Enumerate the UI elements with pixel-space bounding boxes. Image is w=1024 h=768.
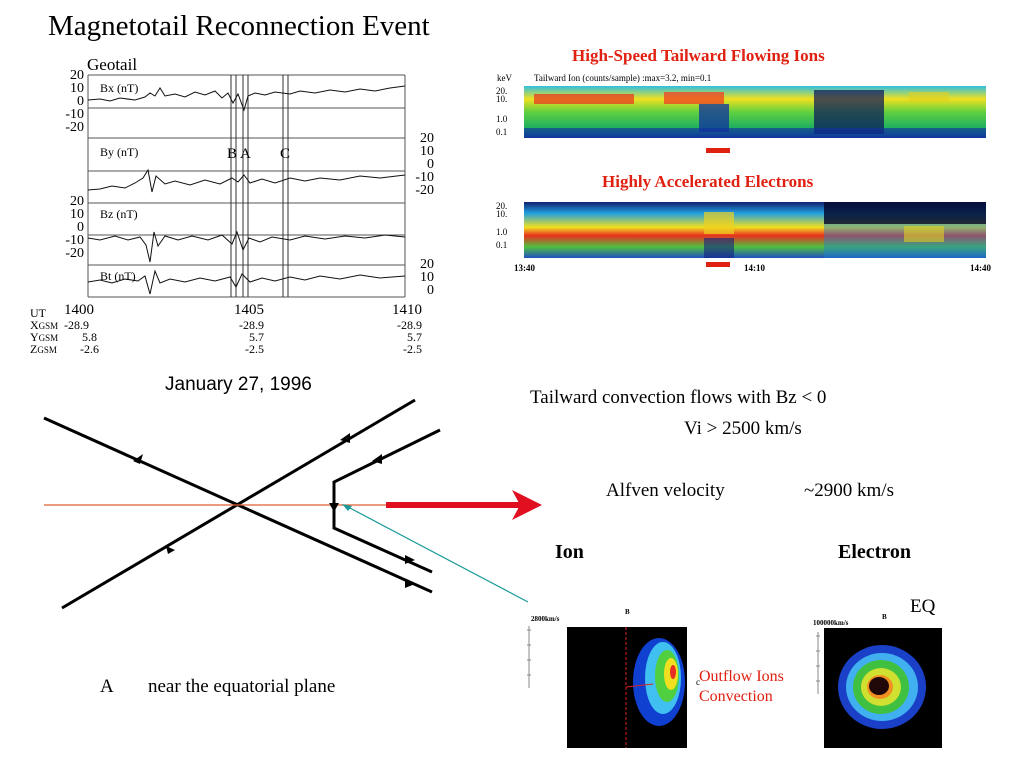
tick: -20 bbox=[65, 246, 84, 261]
marker-a: A bbox=[240, 146, 251, 162]
electron-heading: Electron bbox=[838, 541, 911, 563]
bz-axis-ticks: 20 10 0 -10 -20 bbox=[30, 194, 84, 261]
ion-distribution bbox=[527, 626, 687, 748]
tick: 20 bbox=[70, 68, 84, 83]
event-date: January 27, 1996 bbox=[165, 374, 312, 395]
ions-spectrogram bbox=[524, 86, 986, 138]
spacecraft-label: Geotail bbox=[87, 55, 138, 74]
ephemeris-label-x: XGSM bbox=[30, 318, 59, 332]
ions-event-bar bbox=[706, 148, 730, 153]
tick: -10 bbox=[65, 233, 84, 248]
marker-c: C bbox=[280, 146, 291, 162]
ion-velocity-text: Vi > 2500 km/s bbox=[684, 418, 802, 439]
outflow-ions-label: Outflow Ions bbox=[699, 668, 784, 685]
ions-caption: Tailward Ion (counts/sample) :max=3.2, m… bbox=[534, 73, 712, 83]
bx-axis-ticks: 20 10 0 -10 -20 bbox=[30, 68, 84, 135]
ephemeris-col-1405: 1405 -28.9 5.7 -2.5 bbox=[234, 302, 264, 356]
by-axis-ticks: 20 10 0 -10 -20 bbox=[402, 131, 434, 198]
electrons-y-ticks: 20. 10. 1.0 0.1 bbox=[496, 201, 508, 250]
panel-label-bz: Bz (nT) bbox=[100, 207, 138, 221]
annotation-mark: c bbox=[696, 677, 700, 687]
tick: 20 bbox=[70, 194, 84, 209]
outflow-annotation: Outflow Ions Convection bbox=[699, 667, 784, 707]
tick: -10 bbox=[65, 107, 84, 122]
ephemeris-label-ut: UT bbox=[30, 306, 46, 320]
ion-scale: 2800km/s bbox=[531, 615, 560, 623]
bt-axis-ticks: 20 10 0 bbox=[402, 257, 434, 298]
alfven-value: ~2900 km/s bbox=[804, 480, 894, 501]
electron-distribution bbox=[816, 628, 942, 748]
ions-y-ticks: 20. 10. 1.0 0.1 bbox=[496, 86, 508, 137]
tick: 10 bbox=[420, 144, 434, 159]
panel-label-by: By (nT) bbox=[100, 145, 139, 159]
electrons-heading: Highly Accelerated Electrons bbox=[602, 172, 814, 191]
ephemeris-label-z: ZGSM bbox=[30, 342, 57, 356]
ephemeris-col-1410: 1410 -28.9 5.7 -2.5 bbox=[392, 302, 422, 356]
tick: 10 bbox=[420, 270, 434, 285]
page-title: Magnetotail Reconnection Event bbox=[48, 10, 430, 42]
ephemeris-label-y: YGSM bbox=[30, 330, 59, 344]
alfven-label: Alfven velocity bbox=[606, 480, 725, 501]
tick: 20 bbox=[420, 257, 434, 272]
ions-heading: High-Speed Tailward Flowing Ions bbox=[572, 46, 825, 65]
electrons-event-bar bbox=[706, 262, 730, 267]
convection-text: Tailward convection flows with Bz < 0 bbox=[530, 387, 827, 408]
panel-label-bt: Bt (nT) bbox=[100, 269, 136, 283]
eq-label: EQ bbox=[910, 596, 936, 617]
tick: 20 bbox=[420, 131, 434, 146]
ephemeris-col-1400: 1400 -28.9 5.8 -2.6 bbox=[64, 302, 99, 356]
panel-label-bx: Bx (nT) bbox=[100, 81, 139, 95]
x-tick-1440: 14:40 bbox=[970, 263, 991, 273]
tick: 0 bbox=[427, 157, 434, 172]
tick: 0 bbox=[427, 283, 434, 298]
electron-scale: 100000km/s bbox=[813, 619, 849, 627]
point-a-label: A bbox=[100, 676, 114, 697]
x-tick-1410: 14:10 bbox=[744, 263, 765, 273]
electron-axis-label: B bbox=[882, 613, 887, 621]
convection-label: Convection bbox=[699, 688, 773, 705]
ion-axis-label: B bbox=[625, 608, 630, 616]
ion-heading: Ion bbox=[555, 541, 584, 563]
tick: 0 bbox=[77, 220, 84, 235]
tick: 10 bbox=[70, 207, 84, 222]
equatorial-plane-label: near the equatorial plane bbox=[148, 676, 336, 697]
x-tick-1340: 13:40 bbox=[514, 263, 535, 273]
ions-unit: keV bbox=[497, 73, 512, 83]
tick: 10 bbox=[70, 81, 84, 96]
tick: -20 bbox=[415, 183, 434, 198]
tick: -20 bbox=[65, 120, 84, 135]
ephemeris-labels: UT XGSM YGSM ZGSM bbox=[30, 307, 58, 355]
tick: 0 bbox=[77, 94, 84, 109]
electrons-spectrogram bbox=[524, 202, 986, 258]
tick: -10 bbox=[415, 170, 434, 185]
marker-b: B bbox=[227, 146, 238, 162]
